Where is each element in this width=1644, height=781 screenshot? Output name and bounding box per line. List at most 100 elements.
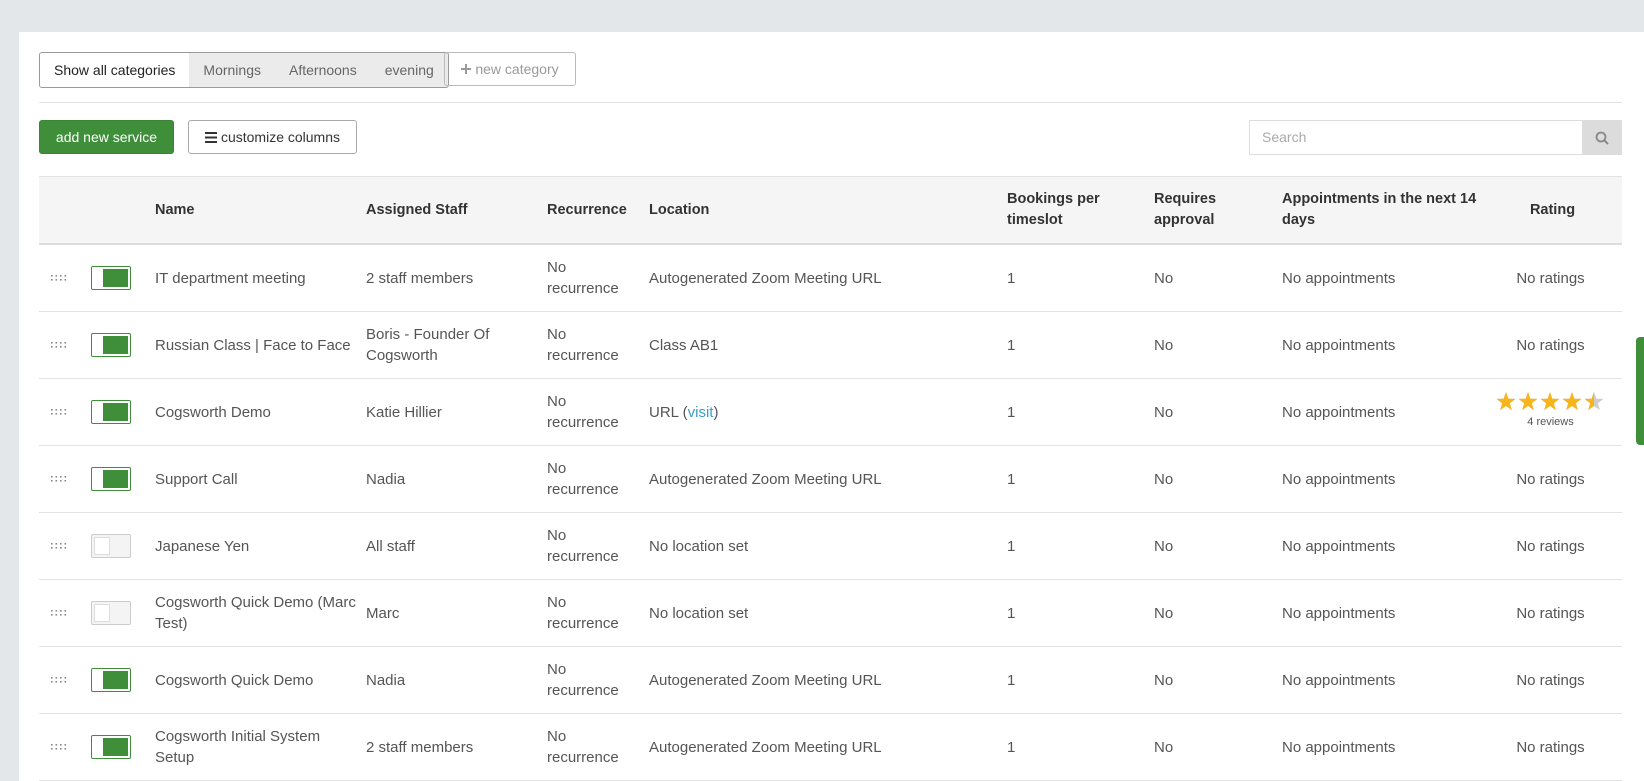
review-count: 4 reviews: [1527, 415, 1574, 428]
drag-handle-cell: [39, 512, 91, 580]
dot: [64, 480, 67, 482]
star-rating: [1495, 391, 1604, 410]
dot: [64, 748, 67, 750]
column-header: Appointments in the next 14 days: [1282, 176, 1487, 245]
drag-handle[interactable]: [49, 341, 71, 349]
dot: [60, 547, 62, 549]
requires-approval: No: [1154, 512, 1282, 580]
toggle[interactable]: [91, 735, 131, 759]
location: URL (visit): [649, 378, 1007, 446]
drag-handle[interactable]: [49, 743, 71, 751]
search-button[interactable]: [1582, 120, 1622, 155]
category-tabs: Show all categories Mornings Afternoons eve…: [39, 52, 449, 88]
dot: [60, 279, 62, 281]
drag-handle-cell: [39, 646, 91, 714]
toggle[interactable]: [91, 333, 131, 357]
dot: [51, 610, 53, 612]
recurrence: No recurrence: [547, 445, 649, 513]
rating: No ratings: [1487, 311, 1622, 379]
dot: [51, 409, 53, 411]
toggle[interactable]: [91, 266, 131, 290]
column-header: Requires approval: [1154, 176, 1282, 245]
requires-approval: No: [1154, 646, 1282, 714]
rating-text: No ratings: [1516, 470, 1585, 488]
recurrence: No recurrence: [547, 646, 649, 714]
appointments: No appointments: [1282, 445, 1487, 513]
drag-handle[interactable]: [49, 609, 71, 617]
dot: [60, 413, 62, 415]
dot: [51, 677, 53, 679]
divider: [39, 102, 1622, 103]
bookings-per-timeslot: 1: [1007, 579, 1154, 647]
category-tab[interactable]: Afternoons: [289, 62, 357, 78]
dot: [51, 547, 53, 549]
drag-handle-cell: [39, 445, 91, 513]
toggle[interactable]: [91, 534, 131, 558]
rating-text: No ratings: [1516, 336, 1585, 354]
dot: [55, 543, 58, 545]
dot: [60, 744, 62, 746]
drag-handle-cell: [39, 579, 91, 647]
location: Autogenerated Zoom Meeting URL: [649, 445, 1007, 513]
assigned-staff: All staff: [366, 512, 547, 580]
scrollbar[interactable]: [1636, 337, 1644, 445]
category-tab[interactable]: Show all categories: [40, 53, 190, 87]
add-service-button[interactable]: add new service: [39, 120, 174, 154]
dot: [60, 614, 62, 616]
search-icon: [1595, 131, 1609, 145]
star-filled: [1539, 391, 1560, 410]
drag-handle[interactable]: [49, 676, 71, 684]
location: No location set: [649, 579, 1007, 647]
category-tab[interactable]: Mornings: [203, 62, 261, 78]
dot: [64, 543, 67, 545]
service-row: Cogsworth Demo Katie Hillier No recurrence…: [39, 378, 1622, 446]
customize-columns-button[interactable]: customize columns: [188, 120, 357, 154]
drag-handle-cell: [39, 311, 91, 379]
toggle[interactable]: [91, 400, 131, 424]
rating: 4 reviews: [1487, 378, 1622, 446]
service-row: Cogsworth Quick Demo Nadia No recurrence Au…: [39, 646, 1622, 714]
dot: [51, 480, 53, 482]
rating: No ratings: [1487, 244, 1622, 312]
dot: [60, 476, 62, 478]
service-row: Support Call Nadia No recurrence Autogenera…: [39, 445, 1622, 513]
toggle-knob: [103, 738, 128, 756]
toggle-cell: [91, 445, 155, 513]
assigned-staff: 2 staff members: [366, 244, 547, 312]
column-header: Rating: [1487, 176, 1622, 245]
dot: [55, 681, 58, 683]
toggle-knob: [103, 269, 128, 287]
appointments: No appointments: [1282, 378, 1487, 446]
drag-handle[interactable]: [49, 408, 71, 416]
service-row: Cogsworth Quick Demo (Marc Test) Marc No r…: [39, 579, 1622, 647]
drag-handle[interactable]: [49, 274, 71, 282]
appointments: No appointments: [1282, 579, 1487, 647]
search-input[interactable]: Search: [1249, 120, 1582, 155]
toggle-knob: [103, 403, 128, 421]
category-tab[interactable]: evening: [384, 62, 434, 78]
appointments: No appointments: [1282, 244, 1487, 312]
dot: [51, 342, 53, 344]
drag-handle[interactable]: [49, 475, 71, 483]
star-filled: [1517, 391, 1538, 410]
new-category-button[interactable]: new category: [444, 52, 576, 86]
dot: [51, 279, 53, 281]
rating-text: No ratings: [1516, 671, 1585, 689]
bookings-per-timeslot: 1: [1007, 445, 1154, 513]
dot: [51, 275, 53, 277]
toggle-knob: [94, 604, 110, 622]
toggle[interactable]: [91, 668, 131, 692]
dot: [55, 409, 58, 411]
location-link[interactable]: visit: [687, 403, 714, 421]
bookings-per-timeslot: 1: [1007, 311, 1154, 379]
rating-text: No ratings: [1516, 604, 1585, 622]
location-text: No location set: [649, 537, 749, 555]
rating: No ratings: [1487, 512, 1622, 580]
dot: [55, 547, 58, 549]
drag-handle[interactable]: [49, 542, 71, 550]
dot: [64, 409, 67, 411]
toggle[interactable]: [91, 601, 131, 625]
assigned-staff: Marc: [366, 579, 547, 647]
toggle[interactable]: [91, 467, 131, 491]
toggle-cell: [91, 378, 155, 446]
